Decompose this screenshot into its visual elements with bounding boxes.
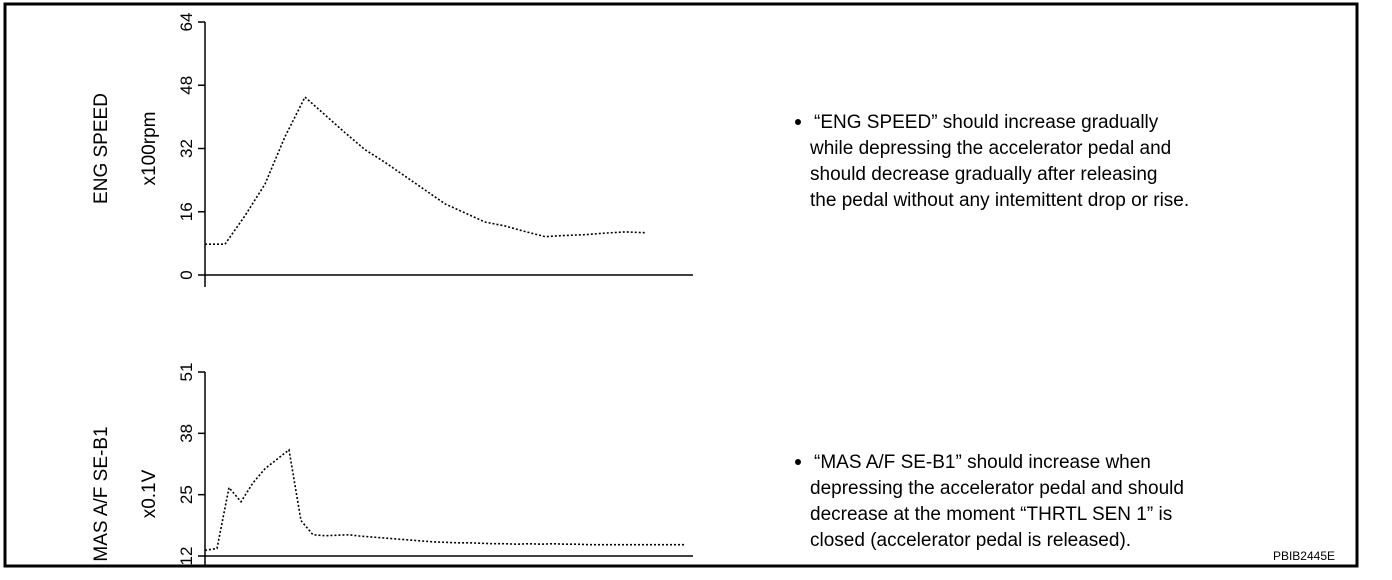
y-tick-label: 64 [177,13,196,32]
frame [3,2,1359,568]
note-line: the pedal without any intemittent drop o… [810,190,1189,211]
y-axis-unit: x0.1V [139,469,160,518]
bullet [795,459,801,465]
y-tick-label: 51 [177,363,196,382]
data-line [205,95,646,245]
note-line: “ENG SPEED” should increase gradually [814,112,1159,133]
y-axis-title: ENG SPEED [91,93,112,204]
note-line: should decrease gradually after releasin… [810,164,1158,185]
y-tick-label: 16 [177,202,196,221]
y-tick-label: 32 [177,139,196,158]
y-tick-label: 12 [177,547,196,566]
note-line: depressing the accelerator pedal and sho… [810,478,1184,499]
note-line: decrease at the moment “THRTL SEN 1” is [810,504,1172,525]
y-tick-label: 38 [177,424,196,443]
y-tick-label: 25 [177,485,196,504]
y-tick-label: 0 [177,270,196,279]
note-line: while depressing the accelerator pedal a… [809,138,1171,159]
content: 0 16 32 48 64 ENG SPEED x100rpm “ENG SPEED” sho… [91,13,1189,566]
note-line: closed (accelerator pedal is released). [810,530,1131,551]
note-line: “MAS A/F SE-B1” should increase when [814,452,1151,473]
figure-code: PBIB2445E [1273,549,1335,563]
y-tick-label: 48 [177,76,196,95]
y-axis-title: MAS A/F SE-B1 [91,426,112,561]
bullet [795,119,801,125]
y-axis-unit: x100rpm [139,112,160,186]
data-line [204,448,685,552]
